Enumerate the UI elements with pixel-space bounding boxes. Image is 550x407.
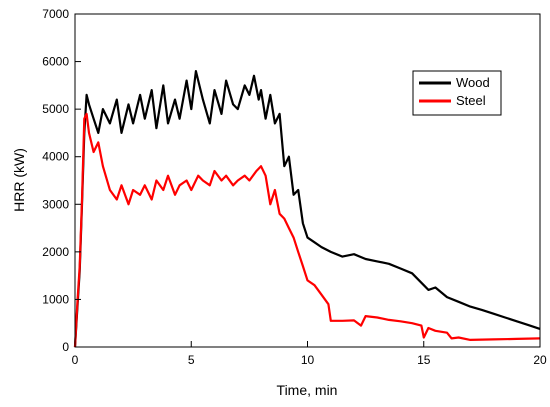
y-tick-label: 7000 xyxy=(42,7,69,21)
legend-label-steel: Steel xyxy=(456,93,486,108)
y-tick-label: 4000 xyxy=(42,150,69,164)
y-tick-label: 3000 xyxy=(42,197,69,211)
y-axis: 0 1000 2000 3000 4000 5000 6000 7000 xyxy=(42,7,81,354)
y-axis-title: HRR (kW) xyxy=(11,148,27,212)
x-axis: 0 5 10 15 20 xyxy=(72,341,547,367)
legend-box xyxy=(412,70,502,116)
plot-lines xyxy=(73,69,541,348)
x-tick-label: 5 xyxy=(188,353,195,367)
x-tick-label: 20 xyxy=(533,353,547,367)
x-tick-label: 0 xyxy=(72,353,79,367)
legend-label-wood: Wood xyxy=(456,75,490,90)
x-tick-label: 15 xyxy=(417,353,431,367)
y-tick-label: 6000 xyxy=(42,55,69,69)
series-line-steel xyxy=(73,112,541,348)
series-line-wood xyxy=(73,69,541,348)
y-tick-label: 1000 xyxy=(42,292,69,306)
x-tick-label: 10 xyxy=(301,353,315,367)
legend: Wood Steel xyxy=(412,70,502,116)
y-tick-label: 0 xyxy=(62,340,69,354)
x-axis-title: Time, min xyxy=(277,382,338,398)
y-tick-label: 2000 xyxy=(42,245,69,259)
y-tick-label: 5000 xyxy=(42,102,69,116)
